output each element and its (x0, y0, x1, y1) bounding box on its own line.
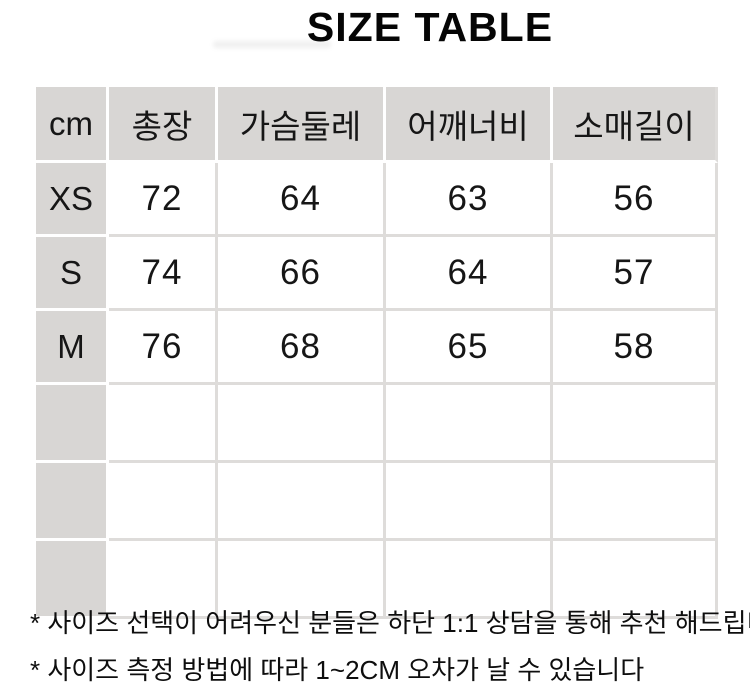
measurement-cell: 57 (553, 237, 718, 311)
measurement-cell: 65 (386, 311, 553, 385)
measurement-cell: 68 (218, 311, 386, 385)
row-label: S (36, 237, 109, 311)
measurement-cell (109, 463, 218, 541)
footnote-size-consult: * 사이즈 선택이 어려우신 분들은 하단 1:1 상담을 통해 추천 해드립니… (30, 608, 750, 638)
measurement-cell: 58 (553, 311, 718, 385)
column-header-sleeve: 소매길이 (553, 87, 718, 163)
measurement-cell (553, 385, 718, 463)
measurement-cell: 56 (553, 163, 718, 237)
size-table: cm 총장 가슴둘레 어깨너비 소매길이 XS 72 64 63 56 S 74… (36, 87, 718, 619)
page-title: SIZE TABLE (306, 4, 554, 50)
measurement-cell: 66 (218, 237, 386, 311)
measurement-cell (109, 541, 218, 619)
measurement-cell: 64 (218, 163, 386, 237)
table-row-xs: XS 72 64 63 56 (36, 163, 718, 237)
table-header-row: cm 총장 가슴둘레 어깨너비 소매길이 (36, 87, 718, 163)
column-header-chest: 가슴둘레 (218, 87, 386, 163)
table-row-s: S 74 66 64 57 (36, 237, 718, 311)
measurement-cell (386, 541, 553, 619)
measurement-cell: 72 (109, 163, 218, 237)
measurement-cell (553, 541, 718, 619)
column-header-shoulder: 어깨너비 (386, 87, 553, 163)
row-label (36, 385, 109, 463)
measurement-cell: 64 (386, 237, 553, 311)
table-row-m: M 76 68 65 58 (36, 311, 718, 385)
measurement-cell (218, 541, 386, 619)
column-header-total-length: 총장 (109, 87, 218, 163)
footnote-measure-tolerance: * 사이즈 측정 방법에 따라 1~2CM 오차가 날 수 있습니다 (30, 655, 645, 685)
table-row-empty (36, 385, 718, 463)
measurement-cell (386, 463, 553, 541)
row-label: XS (36, 163, 109, 237)
unit-header: cm (36, 87, 109, 163)
measurement-cell: 74 (109, 237, 218, 311)
table-row-empty (36, 541, 718, 619)
measurement-cell (109, 385, 218, 463)
row-label (36, 463, 109, 541)
measurement-cell (553, 463, 718, 541)
measurement-cell: 63 (386, 163, 553, 237)
table-row-empty (36, 463, 718, 541)
measurement-cell (218, 463, 386, 541)
measurement-cell (218, 385, 386, 463)
row-label (36, 541, 109, 619)
measurement-cell (386, 385, 553, 463)
faint-watermark-smudge (213, 41, 331, 48)
measurement-cell: 76 (109, 311, 218, 385)
row-label: M (36, 311, 109, 385)
